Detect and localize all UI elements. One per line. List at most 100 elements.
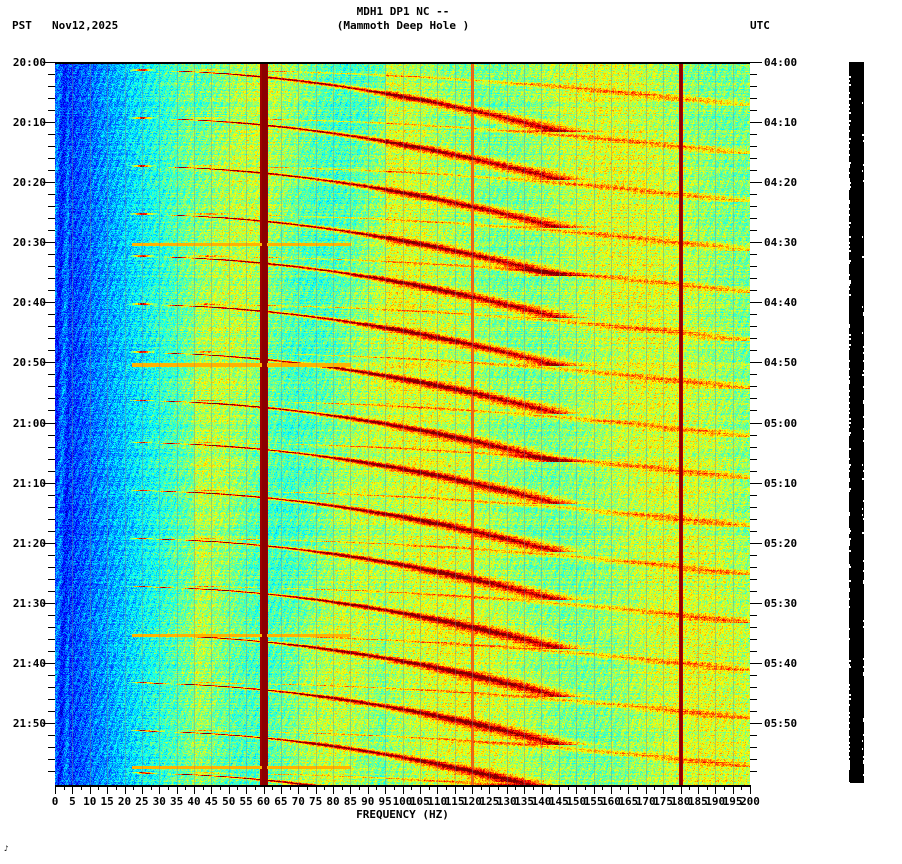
y-tick-minor-right [750,459,757,460]
x-tick-minor [585,785,586,790]
y-tick-minor-right [750,771,757,772]
y-tick-minor-right [750,86,757,87]
y-tick-minor-right [750,435,757,436]
x-tick-major [559,785,560,794]
x-tick-minor [498,785,499,790]
y-tick-minor-right [750,398,757,399]
y-tick-minor-right [750,338,757,339]
y-label-left: 21:30 [12,597,46,610]
x-tick-major [455,785,456,794]
y-tick-minor-right [750,651,757,652]
x-tick-major [524,785,525,794]
y-label-right: 04:50 [764,356,798,369]
y-tick-major-right [750,362,762,363]
y-tick-minor-left [48,410,55,411]
x-tick-minor [394,785,395,790]
y-tick-minor-left [48,699,55,700]
x-tick-major [472,785,473,794]
x-tick-major [333,785,334,794]
y-tick-major-left [43,182,55,183]
spectrogram-image [55,64,750,785]
x-tick-minor [741,785,742,790]
y-label-right: 05:50 [764,717,798,730]
x-tick-label: 100 [392,795,413,808]
y-tick-minor-right [750,747,757,748]
y-tick-minor-left [48,338,55,339]
x-tick-major [403,785,404,794]
x-tick-label: 135 [514,795,535,808]
y-tick-minor-right [750,206,757,207]
y-label-left: 20:50 [12,356,46,369]
x-tick-major [281,785,282,794]
x-tick-minor [359,785,360,790]
x-tick-label: 120 [462,795,482,808]
y-tick-minor-left [48,134,55,135]
spectrogram-plot-area[interactable] [55,62,750,787]
y-label-right: 04:20 [764,176,798,189]
x-tick-label: 110 [427,795,448,808]
x-tick-major [385,785,386,794]
header-timezone-utc: UTC [750,19,770,32]
y-tick-minor-right [750,711,757,712]
x-tick-label: 195 [722,795,743,808]
x-tick-label: 50 [222,795,236,808]
y-label-left: 21:00 [12,417,46,430]
x-tick-major [542,785,543,794]
y-tick-minor-left [48,519,55,520]
y-tick-minor-right [750,278,757,279]
x-tick-minor [133,785,134,790]
y-tick-major-right [750,302,762,303]
x-tick-minor [185,785,186,790]
x-tick-major [507,785,508,794]
y-label-left: 21:20 [12,537,46,550]
x-tick-major [715,785,716,794]
y-tick-minor-right [750,254,757,255]
x-tick-major [159,785,160,794]
y-tick-minor-right [750,326,757,327]
y-label-right: 05:10 [764,477,798,490]
y-tick-minor-left [48,98,55,99]
y-tick-minor-right [750,495,757,496]
y-tick-minor-right [750,687,757,688]
corner-artifact-mark: ♪ [4,844,9,853]
x-tick-label: 0 [51,795,59,808]
y-label-right: 04:30 [764,236,798,249]
x-tick-minor [446,785,447,790]
y-tick-minor-left [48,314,55,315]
x-tick-major [55,785,56,794]
x-tick-minor [151,785,152,790]
y-tick-minor-right [750,98,757,99]
y-tick-minor-right [750,410,757,411]
x-tick-minor [376,785,377,790]
x-tick-major [246,785,247,794]
y-tick-minor-left [48,194,55,195]
y-tick-minor-right [750,218,757,219]
y-tick-minor-right [750,170,757,171]
x-tick-minor [637,785,638,790]
x-tick-major [368,785,369,794]
x-tick-major [663,785,664,794]
x-tick-major [264,785,265,794]
x-tick-label: 140 [531,795,552,808]
y-tick-minor-left [48,735,55,736]
y-tick-minor-right [750,230,757,231]
y-tick-minor-right [750,591,757,592]
y-tick-minor-right [750,555,757,556]
x-tick-label: 80 [326,795,340,808]
y-tick-minor-right [750,134,757,135]
y-tick-minor-left [48,687,55,688]
x-tick-minor [724,785,725,790]
x-tick-major [350,785,351,794]
x-tick-minor [272,785,273,790]
x-tick-minor [290,785,291,790]
x-axis-title: FREQUENCY (HZ) [356,808,449,821]
y-tick-minor-right [750,386,757,387]
y-tick-minor-left [48,555,55,556]
y-tick-major-left [43,122,55,123]
y-label-right: 05:30 [764,597,798,610]
y-tick-minor-right [750,314,757,315]
y-tick-minor-left [48,386,55,387]
x-tick-major [194,785,195,794]
y-tick-minor-left [48,230,55,231]
